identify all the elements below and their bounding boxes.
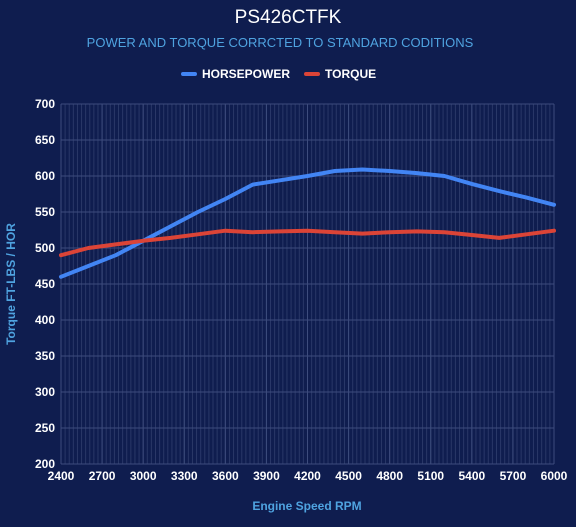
legend-label-torque: TORQUE: [325, 67, 376, 81]
x-tick-label: 3600: [212, 469, 239, 483]
major-gridlines: [60, 103, 555, 465]
y-tick-label: 300: [35, 385, 55, 399]
x-axis-ticks: 2400 2700 3000 3300 3600 3900 4200 4500 4800 5100…: [48, 469, 568, 483]
chart-title: PS426CTFK: [235, 7, 342, 28]
x-tick-label: 4500: [335, 469, 362, 483]
legend: HORSEPOWER TORQUE: [181, 67, 376, 81]
x-tick-label: 4200: [294, 469, 321, 483]
x-tick-label: 3000: [130, 469, 157, 483]
y-tick-label: 550: [35, 205, 55, 219]
y-tick-label: 600: [35, 169, 55, 183]
y-tick-label: 400: [35, 313, 55, 327]
x-tick-label: 2400: [48, 469, 75, 483]
y-tick-label: 500: [35, 241, 55, 255]
y-tick-label: 700: [35, 97, 55, 111]
chart-subtitle: POWER AND TORQUE CORRCTED TO STANDARD CO…: [87, 35, 474, 50]
x-tick-label: 4800: [376, 469, 403, 483]
y-tick-label: 250: [35, 421, 55, 435]
x-tick-label: 5700: [500, 469, 527, 483]
y-tick-label: 350: [35, 349, 55, 363]
y-axis-ticks: 200 250 300 350 400 450 500 550 600 650 700: [35, 97, 55, 471]
y-axis-label: Torque FT-LBS / HOR: [4, 223, 18, 345]
y-tick-label: 200: [35, 457, 55, 471]
y-tick-label: 450: [35, 277, 55, 291]
x-tick-label: 6000: [541, 469, 568, 483]
series-layer: [59, 167, 556, 279]
series-line-torque: [59, 228, 556, 258]
y-tick-label: 650: [35, 133, 55, 147]
x-axis-label: Engine Speed RPM: [252, 499, 361, 513]
legend-label-horsepower: HORSEPOWER: [202, 67, 290, 81]
x-tick-label: 5100: [417, 469, 444, 483]
x-tick-label: 3900: [253, 469, 280, 483]
x-tick-label: 3300: [171, 469, 198, 483]
x-tick-label: 5400: [458, 469, 485, 483]
x-tick-label: 2700: [89, 469, 116, 483]
